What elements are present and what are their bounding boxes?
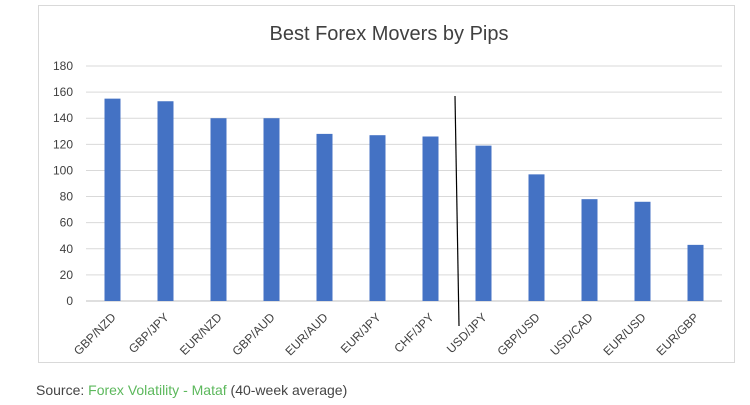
y-tick-label: 20	[60, 268, 74, 282]
y-tick-label: 0	[66, 294, 73, 308]
bar	[687, 244, 704, 301]
bar	[581, 199, 598, 301]
bar	[634, 201, 651, 301]
bar	[157, 101, 174, 301]
x-tick-label: CHF/JPY	[391, 310, 436, 355]
bar	[422, 136, 439, 301]
x-tick-label: USD/CAD	[548, 310, 596, 358]
x-tick-label: GBP/USD	[495, 310, 543, 358]
y-tick-label: 40	[60, 242, 74, 256]
bar	[475, 145, 492, 301]
bar	[263, 118, 280, 301]
x-tick-label: EUR/AUD	[283, 310, 331, 358]
y-tick-label: 60	[60, 216, 74, 230]
y-tick-label: 160	[53, 85, 73, 99]
y-tick-label: 140	[53, 111, 73, 125]
x-axis-tick-labels: GBP/NZD GBP/JPY EUR/NZD GBP/AUD EUR/AUD EUR/J…	[71, 310, 702, 358]
chart-title: Best Forex Movers by Pips	[270, 23, 509, 45]
source-line: Source: Forex Volatility - Mataf (40-wee…	[36, 382, 347, 398]
divider-line	[454, 95, 460, 327]
x-tick-label: EUR/NZD	[177, 310, 225, 358]
bar	[104, 98, 121, 301]
x-tick-label: GBP/JPY	[126, 310, 172, 356]
gridlines	[86, 65, 722, 302]
y-tick-label: 80	[60, 190, 74, 204]
chart-frame	[38, 5, 735, 363]
x-tick-label: GBP/NZD	[71, 310, 119, 358]
y-tick-label: 100	[53, 163, 73, 177]
bars	[104, 98, 704, 301]
x-tick-label: USD/JPY	[444, 310, 490, 356]
y-tick-label: 120	[53, 137, 73, 151]
y-tick-label: 180	[53, 59, 73, 73]
bar	[369, 135, 386, 301]
x-tick-label: EUR/JPY	[338, 310, 384, 356]
source-link[interactable]: Forex Volatility - Mataf	[88, 382, 227, 398]
x-tick-label: EUR/USD	[601, 310, 649, 358]
x-tick-label: GBP/AUD	[230, 310, 278, 358]
source-suffix: (40-week average)	[226, 382, 348, 398]
source-prefix: Source:	[36, 382, 89, 398]
bar	[316, 133, 333, 301]
y-axis-tick-labels: 0 20 40 60 80 100 120 140 160 180	[53, 59, 73, 308]
x-tick-label: EUR/GBP	[654, 310, 702, 358]
bar	[210, 118, 227, 301]
bar	[528, 174, 545, 301]
